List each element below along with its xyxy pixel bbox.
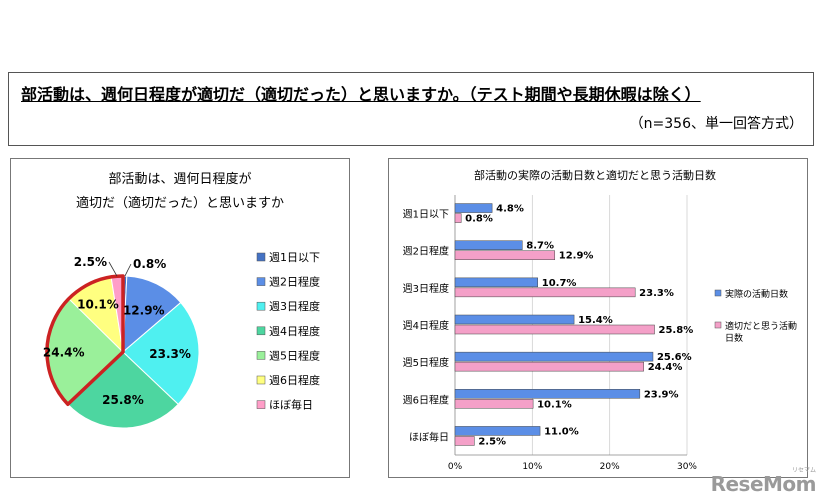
x-tick-label: 10% xyxy=(522,462,542,472)
bar-ideal xyxy=(454,361,644,372)
bar-value-label: 10.7% xyxy=(542,278,577,289)
bar-value-label: 10.1% xyxy=(537,399,572,410)
bar-value-label: 15.4% xyxy=(578,315,613,326)
category-label: 週6日程度 xyxy=(403,393,449,406)
pie-title-line-1: 部活動は、週何日程度が xyxy=(108,171,251,187)
legend-label: ほぼ毎日 xyxy=(269,399,313,412)
bar-ideal xyxy=(454,213,462,223)
x-tick-label: 20% xyxy=(600,462,620,472)
legend-swatch xyxy=(256,400,266,409)
bar-value-label: 12.9% xyxy=(559,251,594,262)
legend-label: 週5日程度 xyxy=(269,348,320,362)
x-tick-label: 30% xyxy=(677,462,697,472)
bar-ideal xyxy=(454,287,636,298)
legend-label: 実際の活動日数 xyxy=(725,288,788,300)
legend-label: 週2日程度 xyxy=(269,275,320,289)
bar-value-label: 0.8% xyxy=(465,214,493,225)
bar-actual xyxy=(454,351,654,362)
bar-ideal xyxy=(454,436,475,446)
category-label: 週3日程度 xyxy=(403,282,449,295)
category-label: 週4日程度 xyxy=(403,319,449,332)
category-label: 週2日程度 xyxy=(403,245,449,258)
pie-chart-panel: 部活動は、週何日程度が適切だ（適切だった）と思いますか 0.8% 12.9% 23.3… xyxy=(10,158,350,478)
bar-value-label: 25.6% xyxy=(657,352,692,363)
pie-value-label: 2.5% xyxy=(74,255,107,269)
legend-swatch xyxy=(256,277,266,286)
category-label: 週1日以下 xyxy=(403,209,449,221)
legend-swatch xyxy=(714,289,722,297)
pie-chart: 部活動は、週何日程度が適切だ（適切だった）と思いますか 0.8% 12.9% 23.3… xyxy=(43,171,320,429)
bar-value-label: 2.5% xyxy=(478,436,506,447)
pie-title-line-2: 適切だ（適切だった）と思いますか xyxy=(76,195,284,211)
pie-slice xyxy=(122,275,182,354)
pie-value-label: 25.8% xyxy=(102,393,144,407)
brand-watermark: ReseMom リセマム xyxy=(710,467,817,496)
bar-value-label: 11.0% xyxy=(544,426,579,437)
legend-label: 週6日程度 xyxy=(269,373,320,387)
bar-value-label: 8.7% xyxy=(526,241,554,252)
legend-swatch xyxy=(256,375,266,385)
bar-actual xyxy=(454,203,493,213)
bar-value-label: 4.8% xyxy=(496,204,524,215)
legend-swatch xyxy=(256,351,266,360)
brand-text: ReseMom xyxy=(710,472,817,496)
pie-slice xyxy=(122,301,200,405)
legend-label: 週4日程度 xyxy=(269,324,320,338)
leader-line xyxy=(124,263,132,277)
legend-swatch xyxy=(714,321,722,329)
bar-actual xyxy=(454,389,641,399)
bar-chart: 部活動の実際の活動日数と適切だと思う活動日数 0% 10% 20% 30% 週1日以下 4.… xyxy=(403,168,797,472)
bar-value-label: 25.8% xyxy=(659,325,694,336)
bar-chart-title: 部活動の実際の活動日数と適切だと思う活動日数 xyxy=(474,168,716,182)
bar-chart-panel: 部活動の実際の活動日数と適切だと思う活動日数 0% 10% 20% 30% 週1日以下 4.… xyxy=(388,158,808,478)
bar-ideal xyxy=(454,250,556,260)
legend-label: 週3日程度 xyxy=(269,299,320,313)
question-title: 部活動は、週何日程度が適切だ（適切だった）と思いますか。（テスト期間や長期休暇は… xyxy=(21,85,701,104)
legend-label: 週1日以下 xyxy=(269,251,320,264)
brand-subtext: リセマム xyxy=(791,467,816,474)
pie-value-label: 24.4% xyxy=(43,345,85,359)
pie-value-label: 23.3% xyxy=(149,347,191,361)
legend-label: 適切だと思う活動 xyxy=(725,320,797,332)
bar-ideal xyxy=(454,324,655,335)
leader-line xyxy=(108,261,118,277)
legend-swatch xyxy=(256,301,266,311)
legend-label: 日数 xyxy=(725,332,743,344)
x-tick-label: 0% xyxy=(448,462,463,472)
bar-actual xyxy=(454,240,523,250)
bar-actual xyxy=(454,277,538,288)
pie-slice xyxy=(67,351,179,429)
sample-note: （n=356、単一回答方式） xyxy=(629,116,803,132)
bar-actual xyxy=(454,314,575,325)
bar-actual xyxy=(454,426,541,436)
bar-value-label: 24.4% xyxy=(648,362,683,373)
pie-highlight-outline xyxy=(45,274,125,407)
category-label: 週5日程度 xyxy=(403,356,449,369)
bar-value-label: 23.9% xyxy=(644,389,679,400)
legend-swatch xyxy=(256,326,266,336)
legend-swatch xyxy=(256,252,266,262)
category-label: ほぼ毎日 xyxy=(409,430,449,443)
question-box: 部活動は、週何日程度が適切だ（適切だった）と思いますか。（テスト期間や長期休暇は… xyxy=(8,72,814,146)
bar-value-label: 23.3% xyxy=(639,288,674,299)
pie-value-label: 0.8% xyxy=(133,257,166,271)
pie-value-label: 10.1% xyxy=(77,297,119,311)
pie-value-label: 12.9% xyxy=(123,304,165,318)
bar-ideal xyxy=(454,399,534,409)
